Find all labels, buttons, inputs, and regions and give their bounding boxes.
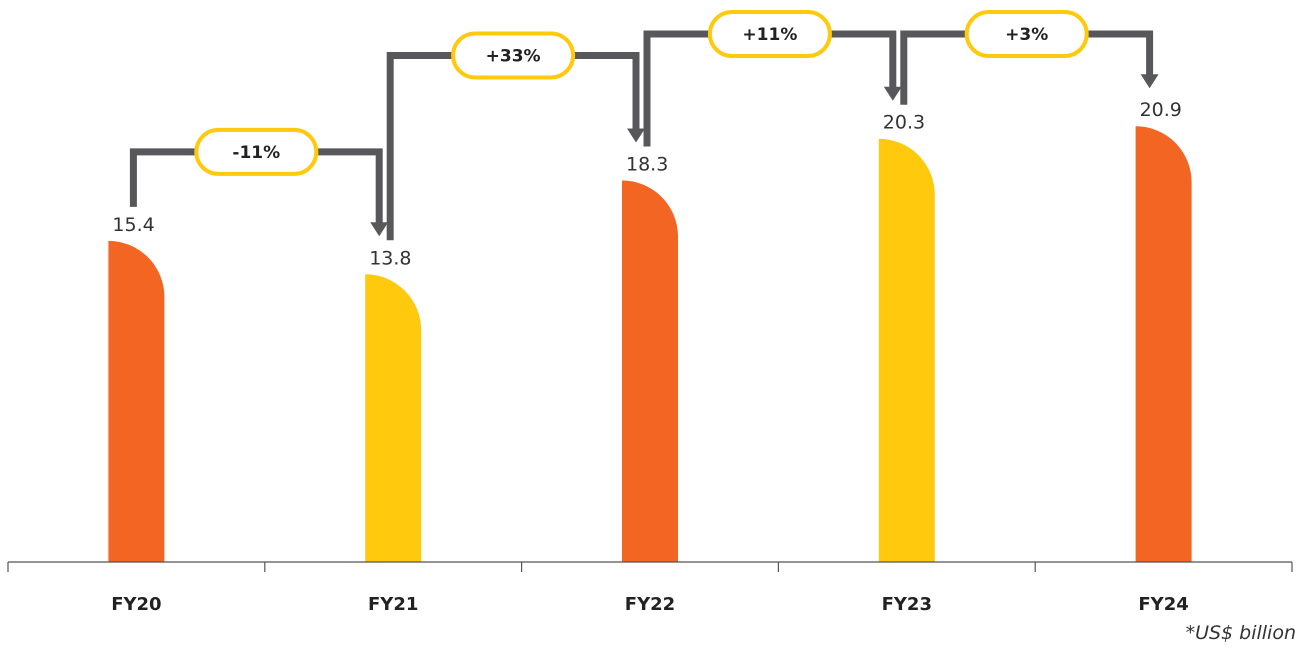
change-label: +3% xyxy=(1005,25,1048,45)
value-label: 20.9 xyxy=(1140,99,1182,121)
category-label: FY21 xyxy=(368,594,418,615)
connector-arrow xyxy=(627,128,645,143)
change-label: +33% xyxy=(486,46,541,66)
bars xyxy=(108,126,1192,563)
bar-fy23 xyxy=(878,138,935,562)
change-connectors: -11% +33% +11% +3% xyxy=(129,10,1159,241)
change-pill xyxy=(194,127,319,176)
value-label: 20.3 xyxy=(883,112,925,134)
category-label: FY24 xyxy=(1138,594,1188,615)
change-pill xyxy=(451,31,576,80)
change-label: -11% xyxy=(232,143,280,163)
connector-arrow xyxy=(883,86,902,101)
change-pill xyxy=(964,10,1089,58)
category-label: FY20 xyxy=(111,594,161,615)
value-label: 15.4 xyxy=(112,214,154,236)
category-label: FY23 xyxy=(882,594,932,615)
labels: 15.4 FY20 13.8 FY21 18.3 FY22 20.3 FY23 20.9 FY24 xyxy=(111,99,1189,615)
connector-arrow xyxy=(370,222,389,237)
unit-footnote: *US$ billion xyxy=(1185,622,1296,644)
x-axis xyxy=(7,561,1293,572)
value-label: 13.8 xyxy=(369,247,411,269)
category-label: FY22 xyxy=(625,594,675,615)
change-label: +11% xyxy=(742,25,797,45)
connector-arrow xyxy=(1140,74,1159,89)
connector-line xyxy=(386,51,640,241)
bar-fy20 xyxy=(108,240,165,562)
value-label: 18.3 xyxy=(626,153,668,175)
bar-fy24 xyxy=(1135,126,1192,563)
bar-fy21 xyxy=(365,274,422,562)
bar-fy22 xyxy=(622,180,678,562)
change-pill xyxy=(707,10,832,58)
